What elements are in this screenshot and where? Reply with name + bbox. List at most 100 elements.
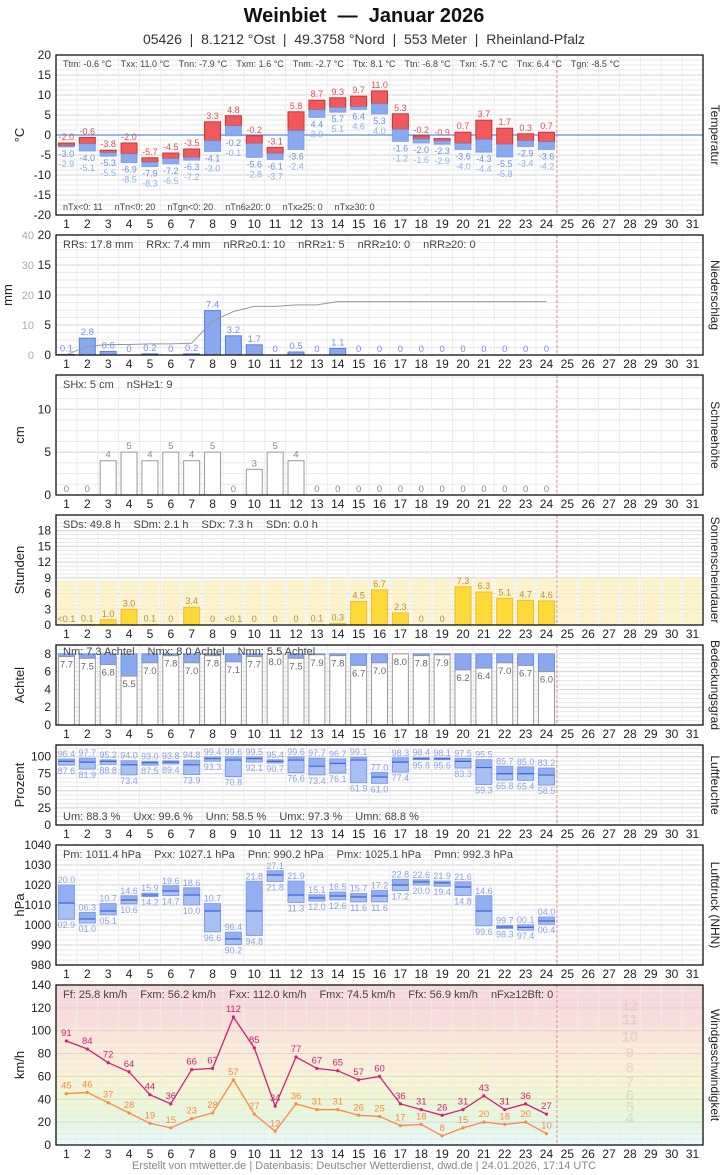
day-label: 17	[394, 357, 408, 371]
day-label: 31	[686, 967, 700, 981]
humidity-min-label: 76.6	[287, 774, 305, 784]
y-axis-title: Achtel	[12, 667, 27, 703]
humidity-max-label: 99.6	[225, 747, 243, 757]
day-label: 25	[561, 1147, 575, 1161]
day-label: 15	[352, 217, 366, 231]
y-tick-label: 50	[38, 784, 52, 798]
snow-label: 4	[293, 450, 298, 461]
pressure-min-label: 98.3	[496, 929, 514, 939]
pressure-upper-bar	[141, 893, 158, 895]
day-label: 8	[209, 627, 216, 641]
day-label: 5	[147, 217, 154, 231]
day-label: 4	[126, 627, 133, 641]
day-label: 23	[519, 217, 533, 231]
humidity-max-label: 99.6	[287, 747, 305, 757]
possible-sunshine-bar	[140, 580, 159, 625]
tmin-label: 5.7	[332, 114, 345, 124]
gust-label: 36	[395, 1091, 406, 1102]
gust-label: 31	[499, 1097, 510, 1108]
stat-text: Ffx: 56.9 km/h	[408, 989, 478, 1001]
possible-sunshine-bar	[579, 577, 598, 625]
day-label: 24	[540, 827, 554, 841]
day-label: 29	[644, 627, 658, 641]
day-label: 12	[289, 827, 303, 841]
mean_max-point	[106, 1101, 110, 1105]
day-label: 7	[188, 497, 195, 511]
beaufort-band	[56, 1138, 703, 1145]
humidity-upper-bar	[246, 756, 263, 759]
pressure-min-label: 10.0	[183, 906, 201, 916]
pressure-min-label: 99.6	[475, 927, 493, 937]
mean_max-point	[190, 1117, 194, 1121]
tmax-bar	[350, 95, 368, 108]
day-label: 24	[540, 357, 554, 371]
mean_max-point	[419, 1122, 423, 1127]
humidity-upper-bar	[392, 757, 409, 763]
day-label: 31	[686, 827, 700, 841]
stat-text: Pnn: 990.2 hPa	[248, 849, 325, 861]
tmin-bar	[141, 161, 159, 168]
tground-min-label: -6.5	[163, 176, 179, 186]
possible-sunshine-bar	[641, 577, 660, 625]
mean_max-label: 28	[207, 1100, 218, 1111]
gust-point	[294, 1055, 298, 1059]
humidity-upper-bar	[538, 768, 555, 776]
sunshine-bar	[183, 606, 201, 626]
mean_max-point	[523, 1120, 528, 1124]
cloud-label: 7.9	[436, 658, 449, 669]
day-label: 1	[63, 967, 70, 981]
precip-label: 7.4	[206, 300, 219, 311]
sunshine-label: 1.0	[102, 609, 115, 619]
y-tick-label: 140	[31, 978, 51, 992]
day-label: 26	[582, 497, 596, 511]
pressure-max-label: 10.7	[99, 894, 117, 904]
pressure-max-label: 96.4	[225, 922, 243, 932]
tmax-bar	[454, 131, 472, 144]
day-label: 23	[519, 627, 533, 641]
pressure-min-label: 94.8	[246, 936, 264, 946]
precip-label: 0.2	[143, 343, 156, 354]
tmax-label: -0.9	[434, 128, 450, 138]
possible-sunshine-bar	[161, 580, 180, 625]
pressure-max-label: 04.0	[538, 907, 556, 917]
pressure-max-label: 27.1	[266, 861, 284, 871]
day-label: 29	[644, 967, 658, 981]
sunshine-label: 7.3	[457, 576, 470, 586]
y-tick-label: 100	[31, 750, 51, 764]
mean_max-point	[315, 1107, 319, 1112]
day-label: 25	[561, 827, 575, 841]
day-label: 31	[686, 217, 700, 231]
precip-bar	[245, 344, 263, 356]
mean_max-point	[273, 1129, 277, 1133]
humidity-upper-bar	[204, 757, 221, 759]
day-label: 8	[209, 967, 216, 981]
beaufort-number: 4	[626, 1110, 635, 1127]
humidity-upper-bar	[475, 759, 492, 768]
gust-label: 66	[186, 1057, 197, 1068]
stat-text: Pm: 1011.4 hPa	[63, 849, 142, 861]
humidity-max-label: 98.4	[412, 748, 430, 758]
day-label: 8	[209, 1147, 216, 1161]
mean_max-label: 10	[541, 1121, 552, 1132]
tmin-bar	[329, 106, 347, 113]
day-label: 12	[289, 727, 303, 741]
tmin-label: -5.3	[100, 158, 116, 168]
pressure-min-label: 97.4	[517, 931, 535, 941]
day-label: 30	[665, 1147, 679, 1161]
gust-point	[85, 1047, 89, 1051]
footer-credits: Erstellt von mtwetter.de | Datenbasis: D…	[131, 1160, 597, 1172]
beaufort-number: 9	[626, 1044, 634, 1061]
tground-min-label: -4.4	[476, 164, 492, 174]
gust-point	[148, 1093, 152, 1097]
pressure-min-label: 96.6	[204, 933, 222, 943]
stat-text: nFx≥12Bft: 0	[491, 989, 553, 1001]
tmin-label: -1.6	[393, 143, 409, 153]
sunshine-label: 4.5	[352, 590, 365, 600]
tmin-bar	[287, 130, 305, 150]
pressure-min-label: 17.2	[392, 892, 410, 902]
day-label: 9	[230, 967, 237, 981]
day-label: 11	[269, 217, 282, 231]
cumulative-tick-label: 40	[22, 230, 34, 242]
day-label: 1	[63, 497, 70, 511]
